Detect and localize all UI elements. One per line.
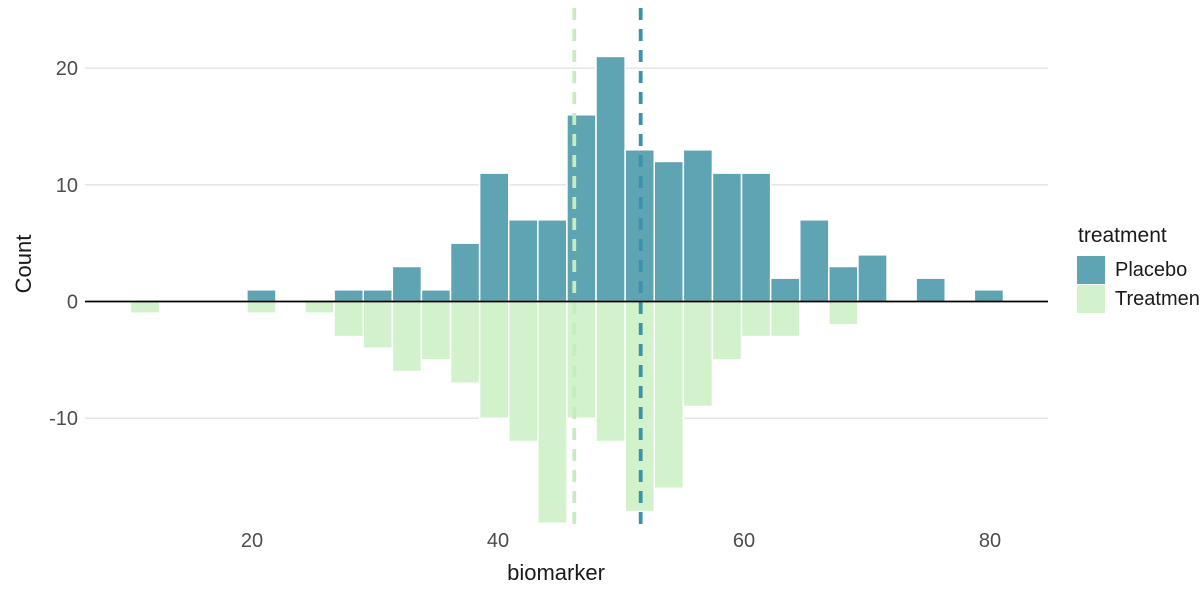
bar-placebo bbox=[595, 55, 626, 303]
x-axis-title: biomarker bbox=[507, 560, 605, 585]
legend-item-placebo: Placebo bbox=[1077, 256, 1200, 284]
bar-treatment bbox=[420, 300, 452, 361]
bar-treatment bbox=[769, 300, 801, 338]
bar-treatment bbox=[449, 300, 481, 384]
bar-treatment bbox=[828, 300, 859, 326]
y-tick-label-0: 0 bbox=[67, 292, 78, 314]
bar-placebo bbox=[333, 289, 364, 303]
bar-placebo bbox=[449, 242, 481, 303]
bar-placebo bbox=[653, 160, 685, 303]
bar-placebo bbox=[711, 172, 743, 303]
bar-treatment bbox=[507, 300, 539, 443]
bar-treatment bbox=[478, 300, 510, 419]
bar-placebo bbox=[507, 219, 539, 303]
bar-treatment bbox=[595, 300, 626, 443]
bar-treatment bbox=[246, 300, 277, 314]
x-tick-label-40: 40 bbox=[487, 530, 509, 552]
treatment-swatch-icon bbox=[1077, 285, 1105, 313]
legend-title: treatment bbox=[1078, 224, 1167, 247]
bar-placebo bbox=[362, 289, 394, 303]
x-tick-label-60: 60 bbox=[733, 530, 755, 552]
y-tick-label-10: 10 bbox=[56, 175, 78, 197]
bar-placebo bbox=[537, 219, 568, 303]
bar-placebo bbox=[915, 277, 946, 303]
legend: treatment Placebo Treatment bbox=[1077, 224, 1200, 314]
legend-label-treatment: Treatment bbox=[1115, 287, 1200, 310]
bar-placebo bbox=[478, 172, 510, 303]
bar-treatment bbox=[537, 300, 568, 524]
bar-placebo bbox=[973, 289, 1005, 303]
bar-placebo bbox=[740, 172, 772, 303]
y-axis-title: Count bbox=[11, 234, 36, 294]
bar-treatment bbox=[711, 300, 743, 361]
bar-placebo bbox=[391, 265, 423, 303]
bar-placebo bbox=[857, 254, 888, 303]
legend-label-placebo: Placebo bbox=[1115, 258, 1188, 281]
bar-placebo bbox=[682, 149, 714, 303]
legend-item-treatment: Treatment bbox=[1077, 285, 1200, 313]
bar-treatment bbox=[391, 300, 423, 373]
x-tick-label-20: 20 bbox=[241, 530, 263, 552]
bar-placebo bbox=[246, 289, 277, 303]
bar-treatment bbox=[566, 300, 597, 419]
y-tick-label--10: -10 bbox=[49, 408, 78, 430]
bar-treatment bbox=[333, 300, 364, 338]
bar-placebo bbox=[420, 289, 452, 303]
bar-treatment bbox=[682, 300, 714, 408]
bar-treatment bbox=[740, 300, 772, 338]
bar-treatment bbox=[362, 300, 394, 349]
y-tick-label-20: 20 bbox=[56, 58, 78, 80]
placebo-swatch-icon bbox=[1077, 256, 1105, 284]
x-tick-label-80: 80 bbox=[979, 530, 1001, 552]
bar-placebo bbox=[769, 277, 801, 303]
bar-placebo bbox=[828, 265, 859, 303]
bar-placebo bbox=[798, 219, 830, 303]
bar-treatment bbox=[653, 300, 685, 489]
bar-treatment bbox=[304, 300, 335, 314]
bar-treatment bbox=[129, 300, 161, 314]
bar-placebo bbox=[566, 114, 597, 303]
